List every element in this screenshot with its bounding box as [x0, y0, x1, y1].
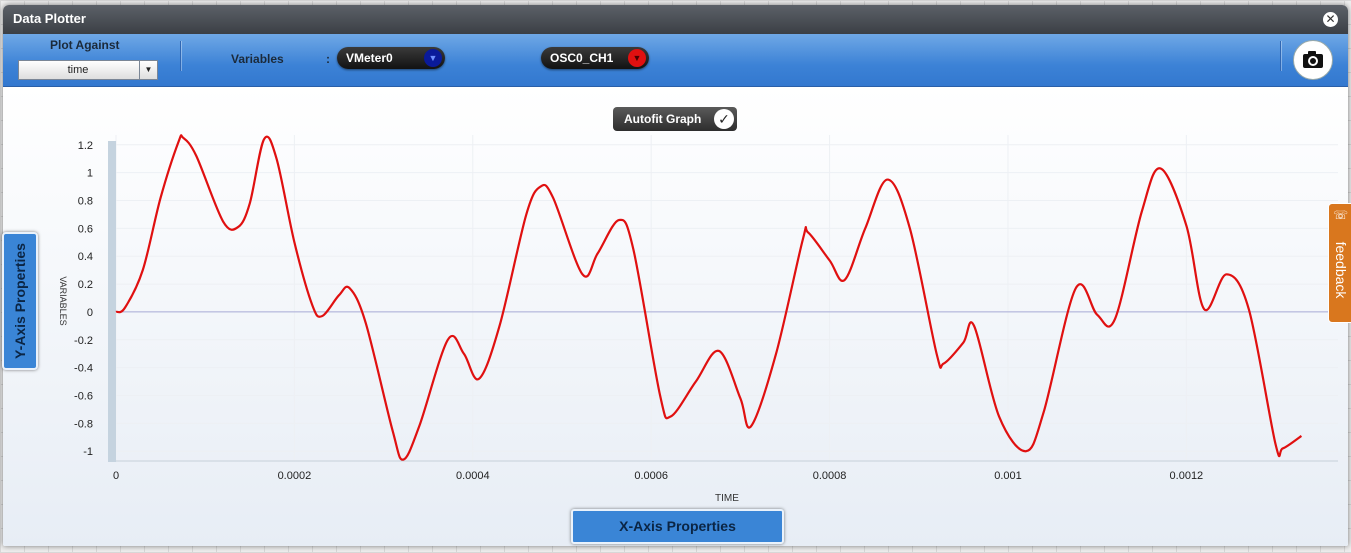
- y-tick-label: 1.2: [78, 140, 93, 152]
- autofit-graph-button[interactable]: Autofit Graph ✓: [613, 107, 737, 131]
- y-tick-label: 0.2: [78, 279, 93, 291]
- toolbar-divider: [1280, 41, 1281, 71]
- y-tick-label: -0.4: [74, 363, 93, 375]
- y-tick-label: 0: [87, 307, 93, 319]
- y-tick-label: -0.6: [74, 391, 93, 403]
- variables-label: Variables: [231, 52, 284, 66]
- checkmark-icon: ✓: [714, 109, 734, 129]
- series-line-osc0-ch1: [115, 134, 1303, 461]
- window-title: Data Plotter: [13, 11, 86, 26]
- y-axis-label: VARIABLES: [58, 276, 68, 325]
- x-tick-label: 0: [113, 470, 119, 482]
- camera-icon: [1303, 51, 1323, 68]
- x-axis-properties-label: X-Axis Properties: [619, 518, 736, 534]
- x-axis-label: TIME: [715, 493, 739, 504]
- x-tick-label: 0.0002: [278, 470, 312, 482]
- y-axis-properties-label: Y-Axis Properties: [12, 243, 28, 359]
- chevron-down-icon[interactable]: ▼: [139, 61, 157, 79]
- y-tick-label: 0.4: [78, 251, 93, 263]
- variable-color-dropdown-icon[interactable]: ▼: [628, 49, 646, 67]
- x-tick-label: 0.0004: [456, 470, 490, 482]
- feedback-icon: ☏: [1333, 208, 1349, 222]
- x-tick-label: 0.0006: [634, 470, 668, 482]
- feedback-tab[interactable]: ☏ feedback: [1328, 203, 1351, 323]
- variables-colon: :: [326, 52, 330, 66]
- variable-color-dropdown-icon[interactable]: ▼: [424, 49, 442, 67]
- y-axis-properties-tab[interactable]: Y-Axis Properties: [2, 232, 38, 370]
- data-plotter-window: Data Plotter ✕ Plot Against time ▼ Varia…: [3, 5, 1348, 546]
- y-tick-label: -1: [83, 446, 93, 458]
- x-tick-label: 0.001: [994, 470, 1022, 482]
- camera-button[interactable]: [1293, 40, 1333, 80]
- feedback-label: feedback: [1332, 241, 1349, 299]
- variable-pill-vmeter0[interactable]: VMeter0 ▼: [337, 47, 445, 69]
- y-tick-label: -0.8: [74, 418, 93, 430]
- x-tick-label: 0.0008: [813, 470, 847, 482]
- variable-pill-osc0-ch1[interactable]: OSC0_CH1 ▼: [541, 47, 649, 69]
- close-icon[interactable]: ✕: [1323, 12, 1338, 27]
- y-axis-scroll-rail[interactable]: [108, 141, 116, 462]
- titlebar[interactable]: Data Plotter ✕: [3, 5, 1348, 34]
- plot-area: Autofit Graph ✓ 1.2 1 0.8 0.6 0.4 0.2 0 -0.2 -0.…: [3, 87, 1348, 546]
- toolbar: Plot Against time ▼ Variables : VMeter0 …: [3, 34, 1348, 87]
- x-tick-label: 0.0012: [1170, 470, 1204, 482]
- autofit-label: Autofit Graph: [624, 112, 702, 126]
- toolbar-divider: [180, 41, 181, 71]
- y-tick-label: 0.6: [78, 223, 93, 235]
- y-tick-label: 0.8: [78, 195, 93, 207]
- y-tick-label: -0.2: [74, 335, 93, 347]
- plot-against-select[interactable]: time ▼: [18, 60, 158, 80]
- variable-name: OSC0_CH1: [550, 51, 614, 65]
- plot-against-label: Plot Against: [50, 38, 120, 52]
- x-axis-properties-tab[interactable]: X-Axis Properties: [571, 509, 784, 544]
- y-tick-label: 1: [87, 168, 93, 180]
- line-chart[interactable]: 1.2 1 0.8 0.6 0.4 0.2 0 -0.2 -0.4 -0.6 -0.8 -1 0 0.0…: [3, 87, 1348, 546]
- variable-name: VMeter0: [346, 51, 393, 65]
- plot-against-value: time: [67, 64, 89, 76]
